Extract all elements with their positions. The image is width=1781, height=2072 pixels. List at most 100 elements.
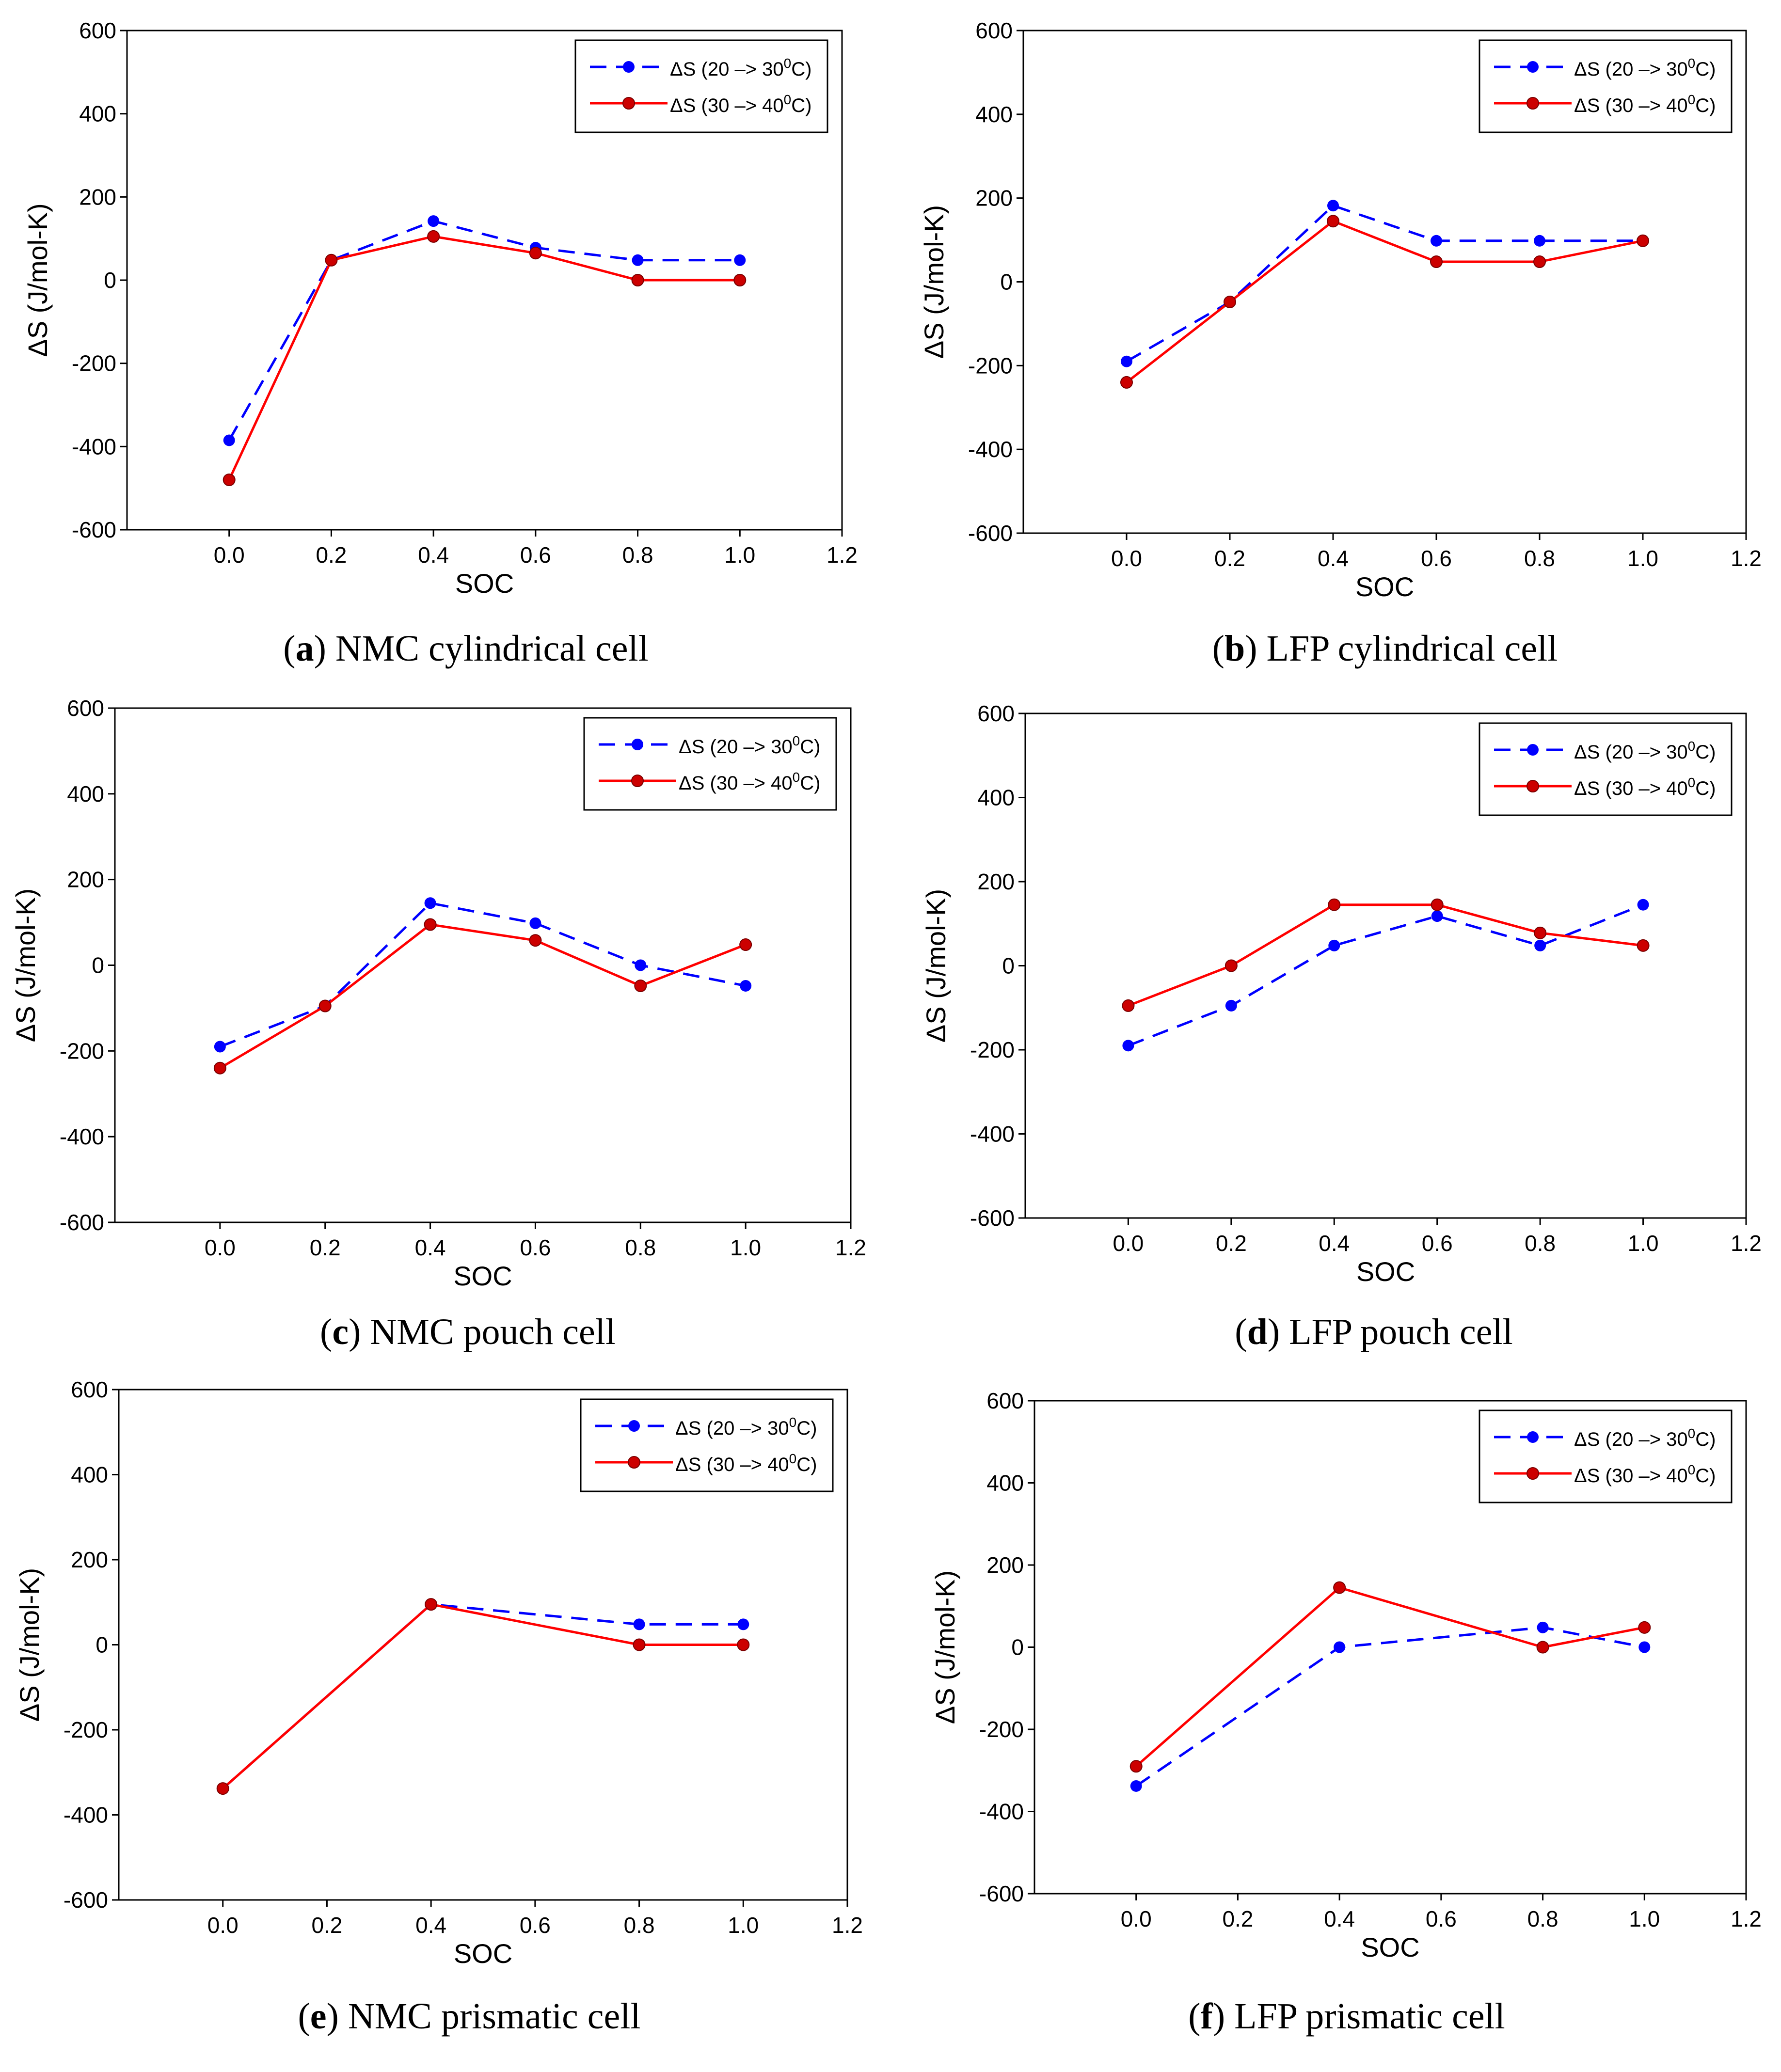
y-tick-label: 0 — [92, 953, 104, 978]
series-2-point — [1536, 1641, 1549, 1654]
y-tick-label: 400 — [67, 781, 104, 807]
series-1-point — [734, 254, 746, 266]
y-tick-label: -200 — [60, 1038, 104, 1063]
legend-marker-2 — [628, 1456, 640, 1469]
x-tick-label: 0.2 — [1214, 546, 1245, 571]
series-1-point — [1537, 1621, 1549, 1633]
x-tick-label: 0.2 — [1222, 1906, 1253, 1931]
series-1-point — [1431, 910, 1443, 922]
y-tick-label: -200 — [968, 353, 1013, 378]
series-line-2 — [219, 923, 747, 1069]
series-line-1 — [1135, 1626, 1645, 1787]
series-1-point — [632, 254, 644, 266]
series-2-point — [634, 979, 647, 992]
y-tick-label: 400 — [986, 1471, 1024, 1496]
x-tick-label: 0.2 — [1216, 1231, 1247, 1256]
legend-marker-2 — [1527, 1467, 1539, 1480]
y-tick-label: -400 — [979, 1799, 1024, 1824]
x-tick-label: 0.4 — [415, 1913, 446, 1938]
series-line-1 — [1126, 204, 1643, 363]
y-axis-label: ΔS (J/mol-K) — [14, 1568, 45, 1722]
x-tick-label: 0.0 — [1121, 1906, 1152, 1931]
series-1-point — [737, 1618, 749, 1630]
series-2-point — [633, 1638, 646, 1651]
series-2-point — [1333, 1581, 1346, 1594]
series-1-point — [1638, 1641, 1651, 1653]
y-tick-label: 200 — [977, 869, 1015, 894]
x-tick-label: 1.2 — [1731, 1231, 1762, 1256]
series-2-point — [529, 934, 542, 947]
x-tick-label: 0.4 — [1319, 1231, 1350, 1256]
y-tick-label: 200 — [975, 186, 1013, 211]
x-tick-label: 1.0 — [1628, 1231, 1659, 1256]
y-tick-label: -400 — [968, 437, 1013, 462]
x-tick-label: 0.6 — [1426, 1906, 1457, 1931]
series-1-point — [633, 1618, 645, 1630]
legend-label-2: ΔS (30 –> 400C) — [675, 1451, 817, 1475]
series-2-point — [223, 474, 236, 486]
series-2-point — [1129, 1760, 1143, 1773]
y-tick-label: -600 — [979, 1881, 1024, 1906]
series-2-point — [1533, 255, 1546, 269]
x-tick-label: 1.0 — [728, 1913, 759, 1938]
panel-caption: (d) LFP pouch cell — [1235, 1312, 1512, 1352]
panel-caption: (b) LFP cylindrical cell — [1212, 628, 1558, 669]
series-1-point — [1534, 235, 1545, 247]
series-2-point — [325, 253, 338, 267]
series-1-point — [1431, 235, 1442, 247]
legend-marker-1 — [628, 1420, 640, 1432]
x-tick-label: 0.2 — [310, 1235, 341, 1260]
series-2-point — [1431, 898, 1444, 911]
legend-box — [1479, 722, 1733, 816]
series-line-1 — [222, 1603, 744, 1789]
series-2-point — [1120, 376, 1133, 389]
series-2-point — [424, 918, 437, 931]
x-tick-label: 1.0 — [1629, 1906, 1660, 1931]
y-tick-label: 600 — [986, 1388, 1024, 1413]
series-2-point — [1328, 898, 1341, 911]
series-2-point — [216, 1782, 229, 1795]
series-line-2 — [1135, 1586, 1645, 1768]
legend-marker-1 — [1527, 1431, 1539, 1443]
x-axis-label: SOC — [454, 1938, 512, 1969]
y-tick-label: 400 — [975, 102, 1013, 127]
legend-marker-1 — [632, 739, 643, 750]
legend-marker-1 — [1527, 61, 1539, 73]
y-tick-label: 200 — [71, 1547, 108, 1572]
series-line-2 — [1126, 220, 1643, 383]
x-tick-label: 0.8 — [1527, 1906, 1558, 1931]
series-1-point — [635, 959, 647, 971]
y-tick-label: -400 — [60, 1124, 104, 1149]
y-tick-label: 600 — [71, 1377, 108, 1402]
series-2-point — [1637, 939, 1650, 952]
series-2-point — [1430, 255, 1443, 269]
panel-d: -600 -400 -200 0 200 400 600 0.0 0.2 0.4 0.6 0.8 1.0… — [921, 701, 1762, 1352]
legend: ΔS (20 –> 300C)ΔS (30 –> 400C) — [1479, 1409, 1733, 1503]
legend-box — [1479, 1409, 1733, 1503]
y-axis-label: ΔS (J/mol-K) — [919, 205, 949, 359]
legend-marker-2 — [631, 775, 644, 787]
x-axis-label: SOC — [455, 568, 514, 599]
series-2-point — [213, 1061, 226, 1075]
y-tick-label: 400 — [977, 785, 1015, 810]
x-tick-label: 0.6 — [520, 1913, 551, 1938]
y-axis-label: ΔS (J/mol-K) — [22, 203, 53, 357]
x-tick-label: 1.0 — [724, 542, 755, 568]
legend-label-1: ΔS (20 –> 300C) — [670, 56, 811, 80]
series-2-point — [427, 230, 440, 243]
y-tick-label: -200 — [72, 351, 116, 376]
x-tick-label: 0.0 — [207, 1913, 239, 1938]
x-tick-label: 0.8 — [1525, 1231, 1556, 1256]
x-tick-label: 0.2 — [316, 542, 347, 568]
x-axis-label: SOC — [453, 1261, 512, 1291]
y-tick-label: 600 — [977, 701, 1015, 726]
panel-a: -600 -400 -200 0 200 400 600 0.0 0.2 0.4 0.6 0.8 1.0… — [22, 18, 858, 669]
x-tick-label: 0.6 — [1422, 1231, 1453, 1256]
series-1-point — [424, 897, 436, 909]
legend-marker-2 — [1527, 780, 1539, 792]
y-tick-label: 400 — [71, 1462, 108, 1487]
y-tick-label: -200 — [979, 1717, 1024, 1742]
series-2-point — [631, 274, 644, 286]
legend-marker-2 — [622, 97, 635, 110]
series-1-point — [1130, 1780, 1142, 1792]
